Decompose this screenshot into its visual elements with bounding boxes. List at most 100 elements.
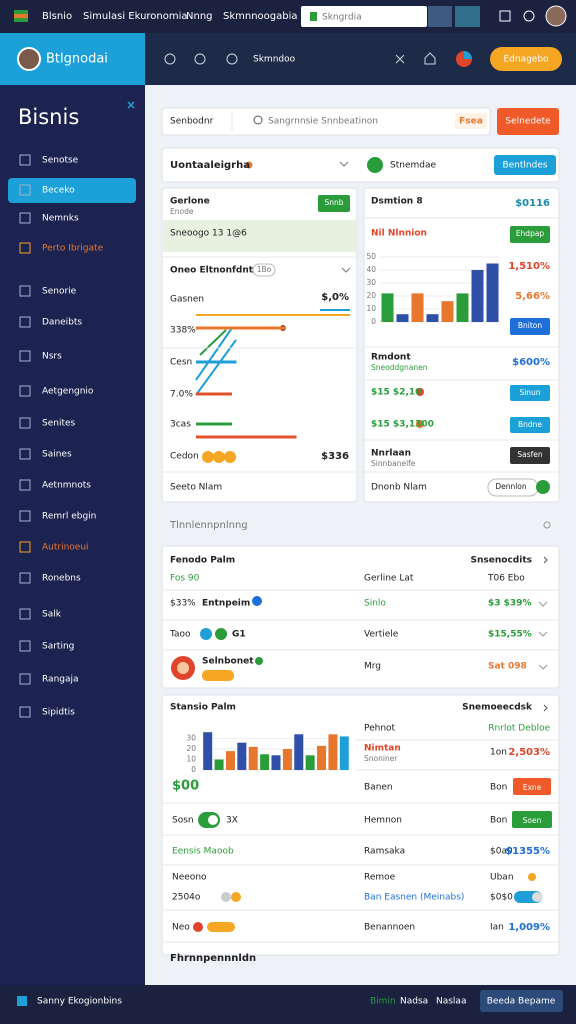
sidebar-icon xyxy=(19,184,31,196)
button[interactable] xyxy=(510,318,550,335)
icon[interactable] xyxy=(536,480,550,494)
icon[interactable] xyxy=(499,10,511,22)
sidebar-icon xyxy=(19,510,31,522)
section-title: Tlnnlennpnlnng xyxy=(169,520,248,531)
left-card-metric-label: Gasnen xyxy=(170,295,204,305)
icon[interactable] xyxy=(424,52,436,65)
left-card-rows: Cedon xyxy=(170,452,199,462)
sidebar-icon xyxy=(19,212,31,224)
right-card-footer-button: Dennlon xyxy=(495,482,527,491)
bar xyxy=(271,755,281,770)
chevron[interactable] xyxy=(339,161,349,167)
sidebar-items: Perto Ibrigate xyxy=(42,244,104,254)
sidebar-icon xyxy=(19,316,31,328)
left-card-button: Snnb xyxy=(324,198,343,207)
sidebar-items: Saines xyxy=(42,450,72,460)
table2-rows-e: $1355% xyxy=(505,846,550,857)
topbar-nav: Simulasi Ekuronomia xyxy=(83,11,188,22)
table2-rows-e: 2,503% xyxy=(508,747,550,758)
search-input[interactable] xyxy=(161,107,491,136)
y-tick-label: 30 xyxy=(366,278,376,287)
button[interactable] xyxy=(510,447,550,464)
chevron[interactable] xyxy=(543,704,548,712)
chevron[interactable] xyxy=(341,267,351,273)
table2-rows-a: Neeono xyxy=(172,873,207,883)
button[interactable] xyxy=(513,778,551,795)
table2-title: Stansio Palm xyxy=(170,703,236,713)
dot xyxy=(416,388,424,396)
table2-footer: Fhrnnpennnldn xyxy=(170,953,256,964)
avatar[interactable] xyxy=(17,47,41,71)
search-placeholder: Senbodnr xyxy=(170,117,214,127)
icon-button[interactable] xyxy=(428,6,452,27)
chevron[interactable] xyxy=(543,556,548,564)
left-card-rows: 7.0% xyxy=(170,390,193,400)
table2-rows-e: 1,009% xyxy=(508,922,550,933)
table2-col1: Pehnot xyxy=(364,724,396,734)
left-card-highlight: Sneoogo 13 1@6 xyxy=(170,229,247,239)
icon xyxy=(464,51,472,59)
bar xyxy=(471,270,484,322)
table1-rows-a: Fos 90 xyxy=(170,574,200,584)
icon[interactable] xyxy=(164,53,176,65)
button[interactable] xyxy=(318,195,350,212)
sidebar-active[interactable] xyxy=(8,178,136,203)
sidebar-items: Autrinoeui xyxy=(42,543,89,553)
summary-button[interactable] xyxy=(494,155,556,175)
sidebar-icon xyxy=(19,417,31,429)
y-tick-label: 20 xyxy=(366,291,376,300)
table1-rows-b: Selnbonet xyxy=(202,657,254,667)
bar xyxy=(282,749,292,770)
sidebar-items: Sipidtis xyxy=(42,708,75,718)
table1-rows-b: G1 xyxy=(232,630,246,640)
table-card xyxy=(161,545,560,689)
close-icon[interactable] xyxy=(127,101,135,109)
right-card-rows-button: Sinun xyxy=(519,388,540,397)
bar xyxy=(294,734,304,770)
icon xyxy=(367,157,383,173)
table1-rows-c: Vertiele xyxy=(364,630,399,640)
button[interactable] xyxy=(510,385,550,401)
right-card-rows-button: Sasfen xyxy=(517,450,543,459)
icon[interactable] xyxy=(194,53,206,65)
bar xyxy=(486,263,499,322)
right-card-rows-title: $15 $2,10 xyxy=(371,388,421,398)
y-tick-label: 50 xyxy=(366,252,376,261)
chevron[interactable] xyxy=(538,601,548,670)
icon[interactable] xyxy=(226,53,238,65)
bar xyxy=(237,742,247,770)
search-button[interactable] xyxy=(497,108,559,135)
sidebar-items: Sarting xyxy=(42,642,74,652)
sidebar-items: Daneibts xyxy=(42,318,82,328)
button[interactable] xyxy=(510,226,550,243)
button[interactable] xyxy=(512,811,552,828)
header-button[interactable] xyxy=(490,47,562,71)
sidebar-items: Nsrs xyxy=(42,352,62,362)
search-box[interactable] xyxy=(301,6,427,27)
table2-rows-c: Nimtan xyxy=(364,744,401,754)
table2-rows-b: 3X xyxy=(226,816,238,826)
right-card-title: Dsmtion 8 xyxy=(371,197,423,207)
sidebar-items: Aetnmnots xyxy=(42,481,91,491)
sidebar-icon xyxy=(19,285,31,297)
footer-button[interactable] xyxy=(480,990,563,1012)
bar xyxy=(328,734,338,770)
icon-button[interactable] xyxy=(455,6,480,27)
bar xyxy=(426,314,439,322)
button[interactable] xyxy=(510,417,550,433)
topbar-search: Skngrdia xyxy=(322,13,362,23)
icon[interactable] xyxy=(523,10,535,22)
table1-rows-c: Sinlo xyxy=(364,599,386,609)
header-link: Skmndoo xyxy=(253,55,296,65)
sidebar-icon xyxy=(19,385,31,397)
summary-title: Uontaaleigrha xyxy=(170,160,250,171)
table2-rows-d: Ian xyxy=(490,923,504,933)
icon xyxy=(310,12,317,21)
bar xyxy=(339,736,349,770)
table2-rows-c: Hemnon xyxy=(364,816,402,826)
sidebar-icon xyxy=(19,448,31,460)
left-card-total: $336 xyxy=(321,451,349,462)
right-card-rows-title: $15 $3,1300 xyxy=(371,420,434,430)
icon[interactable] xyxy=(395,54,405,64)
avatar[interactable] xyxy=(545,5,567,27)
